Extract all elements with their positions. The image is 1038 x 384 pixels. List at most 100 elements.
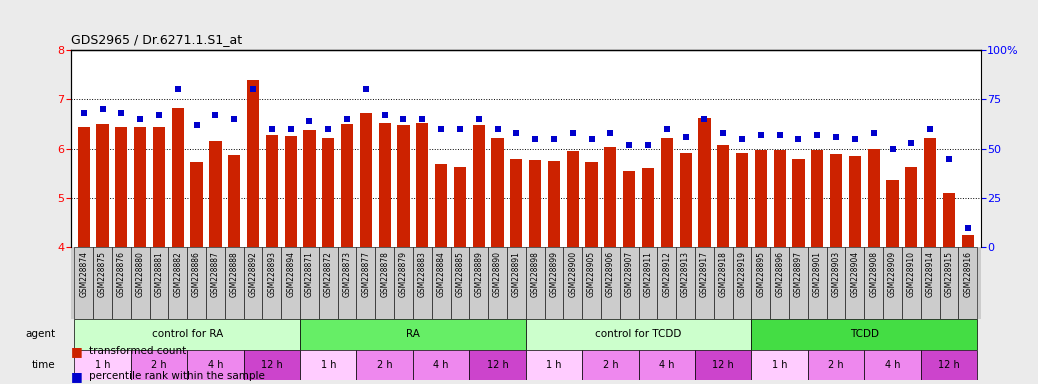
Bar <box>525 319 752 350</box>
Bar <box>680 152 691 247</box>
Point <box>338 116 355 122</box>
Bar <box>300 247 319 319</box>
Bar <box>921 350 977 380</box>
Bar <box>773 150 786 247</box>
Text: GSM228888: GSM228888 <box>229 251 239 297</box>
Text: 12 h: 12 h <box>938 360 960 370</box>
Text: 4 h: 4 h <box>659 360 675 370</box>
Bar <box>902 247 921 319</box>
Bar <box>340 124 353 247</box>
Point <box>470 116 487 122</box>
Text: GSM228900: GSM228900 <box>568 251 577 297</box>
Bar <box>943 193 955 247</box>
Bar <box>883 247 902 319</box>
Bar <box>398 126 410 247</box>
Text: GSM228905: GSM228905 <box>588 251 596 297</box>
Text: GSM228882: GSM228882 <box>173 251 183 297</box>
Bar <box>529 160 541 247</box>
Text: 4 h: 4 h <box>884 360 900 370</box>
Bar <box>432 247 450 319</box>
Text: GSM228891: GSM228891 <box>512 251 521 297</box>
Bar <box>604 147 617 247</box>
Point <box>527 136 544 142</box>
Text: GSM228879: GSM228879 <box>399 251 408 297</box>
Text: GSM228897: GSM228897 <box>794 251 803 297</box>
Bar <box>394 247 413 319</box>
Bar <box>435 164 447 247</box>
Text: GSM228895: GSM228895 <box>757 251 765 297</box>
Bar <box>623 171 635 247</box>
Point <box>827 134 844 140</box>
Text: GSM228878: GSM228878 <box>380 251 389 297</box>
Bar <box>905 167 918 247</box>
Bar <box>168 247 187 319</box>
Bar <box>149 247 168 319</box>
Bar <box>826 247 846 319</box>
Bar <box>93 247 112 319</box>
Point <box>151 112 167 118</box>
Bar <box>921 247 939 319</box>
Text: GSM228873: GSM228873 <box>343 251 352 297</box>
Text: GSM228899: GSM228899 <box>549 251 558 297</box>
Bar <box>808 350 865 380</box>
Bar <box>244 350 300 380</box>
Bar <box>752 247 770 319</box>
Point <box>188 122 204 128</box>
Bar <box>830 154 842 247</box>
Bar <box>714 247 733 319</box>
Point <box>546 136 563 142</box>
Text: GSM228916: GSM228916 <box>963 251 973 297</box>
Point <box>508 130 524 136</box>
Point <box>132 116 148 122</box>
Text: GSM228918: GSM228918 <box>718 251 728 297</box>
Text: GSM228887: GSM228887 <box>211 251 220 297</box>
Bar <box>187 350 244 380</box>
Bar <box>924 138 936 247</box>
Text: 2 h: 2 h <box>603 360 619 370</box>
Text: GSM228908: GSM228908 <box>869 251 878 297</box>
Bar <box>416 123 429 247</box>
Bar <box>228 155 241 247</box>
Point <box>809 132 825 138</box>
Text: GSM228910: GSM228910 <box>907 251 916 297</box>
Text: ■: ■ <box>71 345 82 358</box>
Text: GSM228906: GSM228906 <box>606 251 614 297</box>
Bar <box>717 145 730 247</box>
Bar <box>525 350 582 380</box>
Text: ■: ■ <box>71 370 82 383</box>
Bar <box>507 247 525 319</box>
Bar <box>865 247 883 319</box>
Bar <box>620 247 638 319</box>
Bar <box>413 350 469 380</box>
Text: GSM228892: GSM228892 <box>248 251 257 297</box>
Bar <box>413 247 432 319</box>
Text: TCDD: TCDD <box>850 329 879 339</box>
Text: GSM228913: GSM228913 <box>681 251 690 297</box>
Bar <box>379 123 390 247</box>
Point <box>734 136 750 142</box>
Bar <box>752 319 977 350</box>
Text: GSM228884: GSM228884 <box>437 251 445 297</box>
Text: GSM228919: GSM228919 <box>738 251 746 297</box>
Text: GSM228877: GSM228877 <box>361 251 371 297</box>
Point <box>621 142 637 148</box>
Point <box>282 126 299 132</box>
Point <box>771 132 788 138</box>
Bar <box>469 350 525 380</box>
Point <box>884 146 901 152</box>
Text: percentile rank within the sample: percentile rank within the sample <box>89 371 265 381</box>
Bar <box>676 247 695 319</box>
Text: GSM228911: GSM228911 <box>644 251 653 297</box>
Bar <box>115 127 128 247</box>
Text: 12 h: 12 h <box>261 360 282 370</box>
Text: GSM228901: GSM228901 <box>813 251 822 297</box>
Point <box>113 110 130 116</box>
Bar <box>789 247 808 319</box>
Bar <box>752 350 808 380</box>
Text: transformed count: transformed count <box>89 346 187 356</box>
Bar <box>564 247 582 319</box>
Text: agent: agent <box>25 329 56 339</box>
Bar <box>733 247 752 319</box>
Bar <box>638 350 695 380</box>
Bar <box>846 247 865 319</box>
